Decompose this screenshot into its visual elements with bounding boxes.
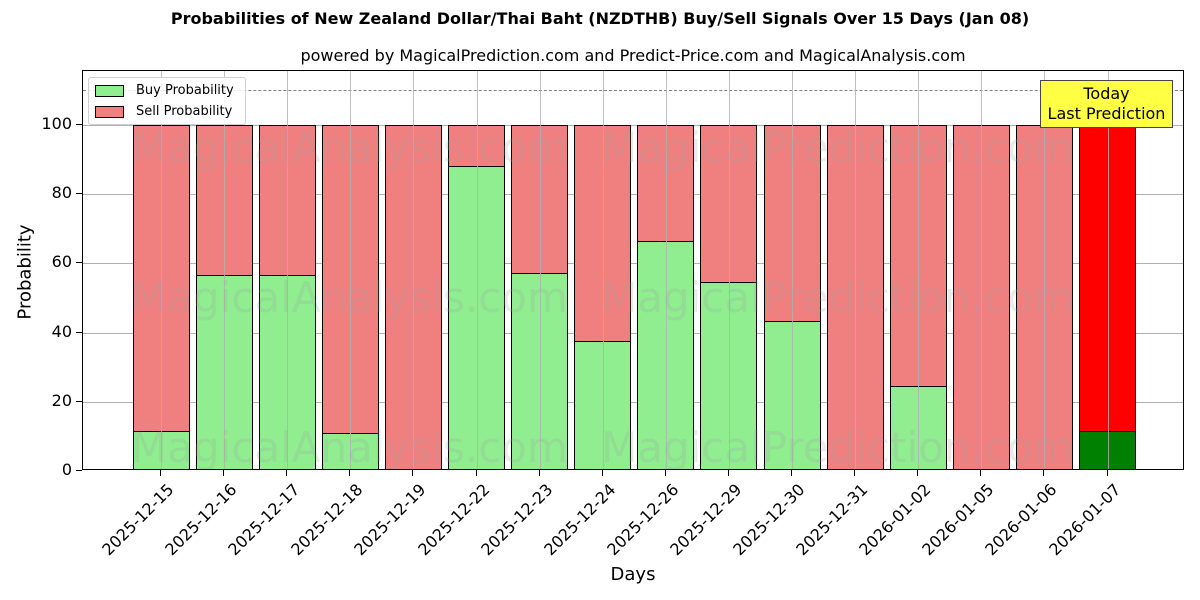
gridline-horizontal: [83, 332, 1183, 334]
x-tick-mark: [601, 470, 603, 476]
gridline-vertical: [539, 71, 541, 469]
gridline-horizontal: [83, 263, 1183, 265]
x-tick-mark: [854, 470, 856, 476]
y-tick-mark: [76, 262, 82, 264]
today-annotation: Today Last Prediction: [1040, 80, 1173, 128]
x-axis-label: Days: [610, 564, 656, 585]
reference-line: [83, 90, 1183, 92]
sell-swatch-icon: [95, 105, 124, 118]
gridline-vertical: [350, 71, 352, 469]
x-tick-mark: [1043, 470, 1045, 476]
gridline-vertical: [792, 71, 793, 469]
x-tick-mark: [286, 470, 288, 476]
gridline-vertical: [1107, 71, 1109, 469]
x-tick-mark: [349, 470, 351, 476]
y-tick-mark: [76, 124, 82, 125]
y-tick-label: 60: [51, 252, 72, 272]
y-tick-label: 100: [41, 114, 72, 133]
gridline-horizontal: [83, 401, 1183, 403]
y-tick-label: 40: [51, 321, 72, 341]
annotation-line-2: Last Prediction: [1047, 104, 1166, 123]
x-tick-mark: [223, 470, 225, 476]
y-tick-label: 80: [51, 183, 72, 203]
y-tick-mark: [76, 193, 82, 195]
x-tick-mark: [917, 470, 919, 476]
gridline-vertical: [918, 71, 920, 469]
legend-item-buy: Buy Probability: [95, 83, 234, 98]
y-axis-label: Probability: [14, 224, 36, 320]
legend: Buy Probability Sell Probability: [88, 77, 246, 125]
chart-subtitle: powered by MagicalPrediction.com and Pre…: [300, 46, 966, 65]
y-tick-mark: [76, 470, 82, 471]
legend-sell-label: Sell Probability: [136, 104, 233, 119]
gridline-horizontal: [83, 125, 1183, 126]
y-tick-label: 20: [51, 390, 72, 410]
y-tick-label: 0: [61, 460, 72, 479]
x-tick-mark: [412, 470, 414, 476]
gridline-vertical: [981, 71, 983, 469]
gridline-vertical: [728, 71, 730, 469]
gridline-vertical: [476, 71, 478, 469]
x-tick-mark: [664, 470, 666, 476]
x-tick-mark: [1106, 470, 1108, 476]
gridline-vertical: [602, 71, 604, 469]
x-tick-mark: [538, 470, 540, 476]
chart-title: Probabilities of New Zealand Dollar/Thai…: [170, 9, 1030, 28]
legend-buy-label: Buy Probability: [136, 83, 234, 98]
gridline-vertical: [224, 71, 226, 469]
x-tick-mark: [475, 470, 477, 476]
y-tick-mark: [76, 331, 82, 333]
buy-swatch-icon: [95, 84, 124, 97]
gridline-vertical: [413, 71, 415, 469]
plot-area: MagicalAnalysis.com MagicalPrediction.com…: [82, 70, 1184, 470]
gridline-vertical: [1044, 71, 1046, 469]
x-tick-mark: [160, 470, 161, 476]
x-tick-mark: [727, 470, 729, 476]
gridline-vertical: [665, 71, 667, 469]
annotation-line-1: Today: [1083, 84, 1130, 103]
legend-item-sell: Sell Probability: [95, 104, 232, 119]
gridline-vertical: [287, 71, 289, 469]
gridline-horizontal: [83, 194, 1183, 196]
x-tick-mark: [791, 470, 792, 476]
y-tick-mark: [76, 400, 82, 402]
gridline-vertical: [161, 71, 162, 469]
x-tick-mark: [980, 470, 982, 476]
gridline-vertical: [855, 71, 857, 469]
